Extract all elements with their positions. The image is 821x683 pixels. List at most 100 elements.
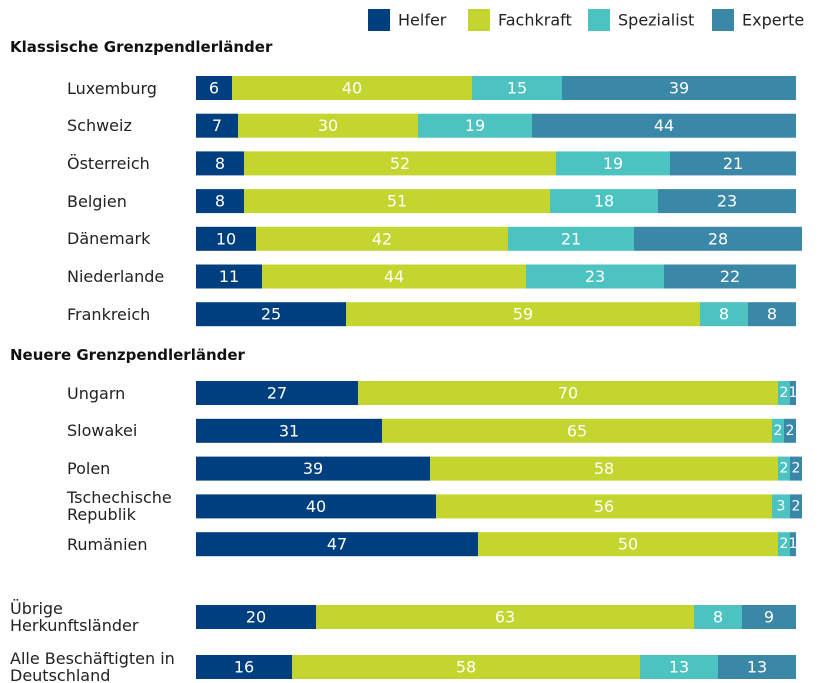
value-label: 1 [789,385,798,401]
value-label: 25 [261,305,281,324]
bar-segment [772,494,790,519]
category-label: Luxemburg [67,78,157,98]
bar-segment [196,456,430,481]
value-label: 28 [708,229,728,248]
category-label: Übrige Herkunftsländer [10,599,139,635]
bar-segment [262,264,526,289]
bar-segment [640,655,718,679]
bar-segment [346,302,700,327]
bar-segment [238,113,418,138]
bar-segment [658,189,796,214]
bar-segment [742,605,796,629]
bar-segment [244,151,556,176]
bar-segment [196,264,262,289]
legend-swatch [712,9,734,31]
bar-segment [664,264,796,289]
value-label: 8 [713,608,723,627]
bar-segment [196,302,346,327]
bar-segment [196,381,358,405]
bar-segment [244,189,550,214]
category-label: Niederlande [67,267,165,286]
value-label: 21 [561,229,581,248]
value-label: 18 [594,192,614,211]
bar-segment [784,418,796,443]
category-label: Alle Beschäftigten in Deutschland [10,649,175,683]
value-label: 27 [267,384,287,403]
bar-segment [292,655,640,679]
value-label: 13 [747,658,767,677]
value-label: 44 [384,267,404,286]
legend-label: Fachkraft [498,11,572,30]
legend-label: Spezialist [618,11,694,30]
bar-segment [478,532,778,557]
category-label: Ungarn [67,383,126,403]
bar-segment [526,264,664,289]
bar-segment [562,76,796,100]
bar-segment [358,381,778,405]
bar-segment [196,76,232,100]
category-label: Polen [67,459,111,479]
bar-segment [670,151,796,176]
value-label: 22 [720,267,740,286]
value-label: 19 [603,154,623,173]
group-title: Klassische Grenzpendlerländer [10,38,273,56]
category-label: Rumänien [67,534,148,554]
bar-segment [790,381,796,405]
value-label: 40 [306,497,326,516]
category-label: Belgien [67,191,127,211]
value-label: 47 [327,535,347,554]
value-label: 23 [585,267,605,286]
value-label: 2 [792,461,801,477]
value-label: 63 [495,608,515,627]
legend-swatch [468,9,490,31]
category-label: Dänemark [67,229,151,249]
bar-segment [700,302,748,327]
bar-segment [196,605,316,629]
bar-segment [532,113,796,138]
category-label: Frankreich [67,304,151,324]
value-label: 42 [372,229,392,248]
bar-segment [694,605,742,629]
value-label: 15 [507,79,527,98]
value-label: 21 [723,154,743,173]
value-label: 1 [789,536,798,552]
value-label: 2 [780,461,789,477]
legend-label: Experte [742,11,804,30]
value-label: 59 [513,305,533,324]
bar-segment [790,532,796,557]
category-label: Slowakei [67,421,138,441]
bar-segment [196,532,478,557]
value-label: 16 [234,658,254,677]
value-label: 8 [719,305,729,324]
value-label: 2 [780,536,789,552]
bar-segment [634,226,802,251]
bar-segment [196,418,382,443]
bar-segment [196,151,244,176]
value-label: 50 [618,535,638,554]
value-label: 3 [777,498,786,514]
value-label: 8 [215,192,225,211]
category-label: Schweiz [67,116,132,136]
bar-segment [256,226,508,251]
value-label: 56 [594,497,614,516]
bar-segment [196,189,244,214]
bar-segment [196,494,436,519]
value-label: 2 [780,385,789,401]
value-label: 58 [594,459,614,478]
value-label: 13 [669,658,689,677]
value-label: 10 [216,229,236,248]
bar-segment [778,532,790,557]
value-label: 7 [212,116,222,135]
bar-segment [778,381,790,405]
bar-segment [790,494,802,519]
category-label: Österreich [67,153,150,173]
value-label: 2 [786,423,795,439]
bar-segment [556,151,670,176]
bar-segment [382,418,772,443]
value-label: 6 [209,79,219,98]
bar-segment [778,456,790,481]
legend-swatch [368,9,390,31]
bar-segment [436,494,772,519]
